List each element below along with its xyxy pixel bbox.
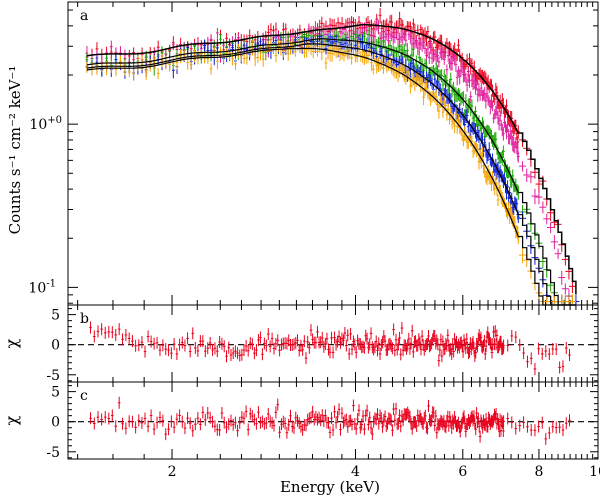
x-tick-label: 8: [534, 464, 543, 480]
model-curve-4: [86, 47, 576, 306]
panel-label-b: b: [80, 311, 89, 327]
y-axis-label-a: Counts s⁻¹ cm⁻² keV⁻¹: [6, 66, 24, 235]
model-curve-2: [86, 38, 576, 306]
y-tick-label: 10-1: [28, 278, 56, 296]
y-tick-label: 5: [51, 308, 60, 324]
y-tick-label: 0: [51, 338, 60, 354]
model-curve-0: [86, 23, 577, 295]
y-tick-label: -5: [46, 368, 60, 384]
y-axis-label-c: χ: [2, 415, 21, 425]
spectrum-series-2: [85, 27, 576, 305]
y-tick-label: 0: [51, 415, 60, 431]
panel-frame-c: [67, 381, 599, 460]
data-layer: [85, 7, 580, 445]
x-tick-label: 10: [589, 464, 600, 480]
residuals-b: [89, 321, 571, 375]
y-tick-label: 10+0: [29, 115, 62, 133]
x-tick-label: 4: [351, 464, 360, 480]
x-tick-label: 2: [168, 464, 177, 480]
panel-label-a: a: [80, 8, 88, 24]
y-axis-label-b: χ: [2, 338, 21, 348]
x-axis-label: Energy (keV): [280, 478, 380, 496]
y-tick-label: 5: [51, 385, 60, 401]
panel-label-c: c: [80, 388, 88, 404]
panel-frame-b: [67, 304, 599, 383]
axes-frames: [67, 1, 599, 460]
y-tick-label: -5: [46, 445, 60, 461]
x-tick-label: 6: [458, 464, 467, 480]
residuals-c: [89, 396, 571, 445]
model-curve-3: [86, 43, 576, 306]
spectrum-series-4: [85, 35, 576, 305]
labels-layer: 2 4 6 8 10 Energy (keV) 10+0 10-1 Counts s⁻¹ cm⁻…: [2, 8, 600, 496]
